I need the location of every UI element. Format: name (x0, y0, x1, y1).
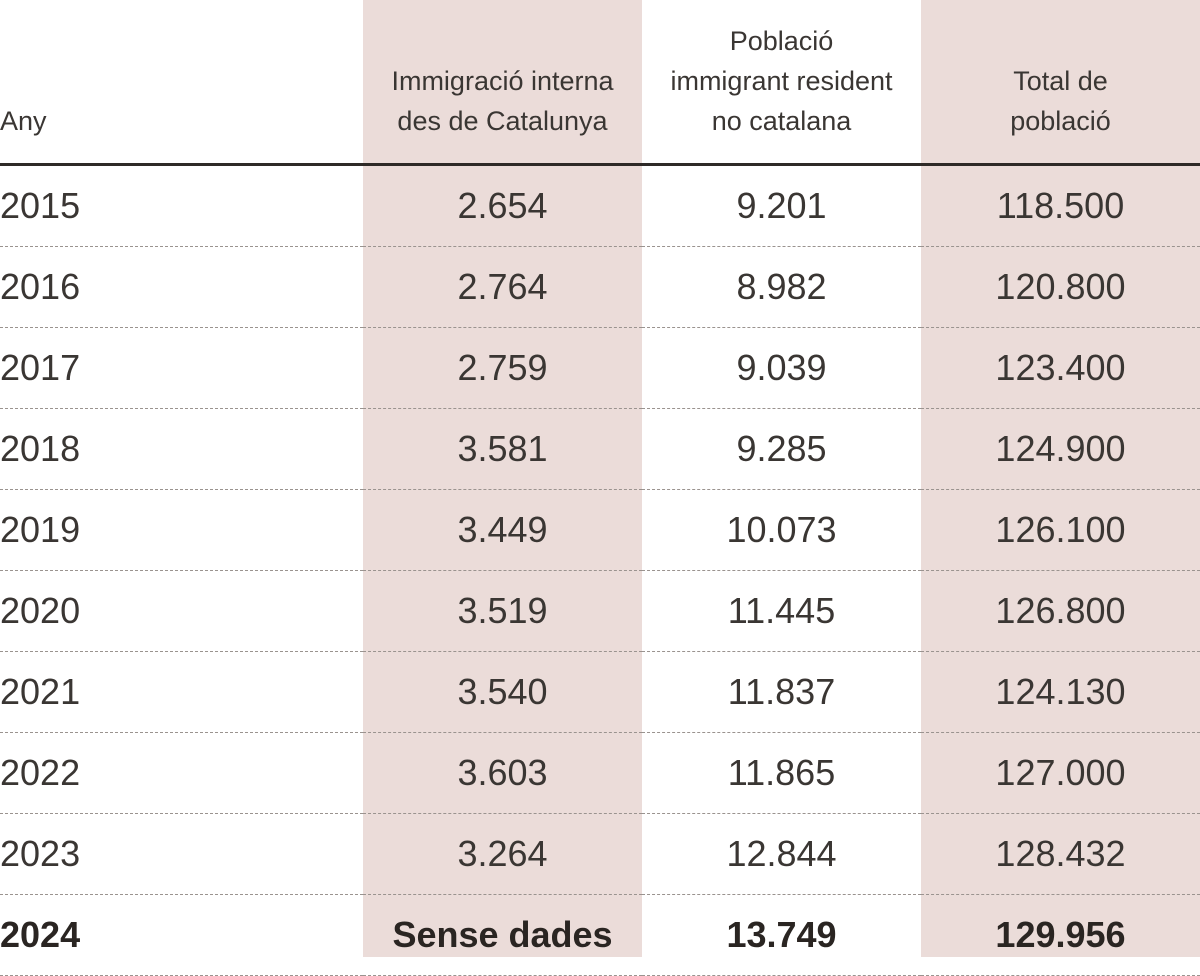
cell-immigrant-population: 11.445 (642, 570, 921, 652)
table-row: 2016 2.764 8.982 120.800 (0, 246, 1200, 328)
header-total-population: Total de població (921, 0, 1200, 166)
header-line: Immigració interna (391, 66, 614, 96)
table-row: 2024 Sense dades 13.749 129.956 (0, 894, 1200, 976)
header-line: Població (729, 26, 834, 56)
header-row: Any Immigració interna des de Catalunya … (0, 0, 1200, 166)
cell-immigrant-population: 13.749 (642, 894, 921, 976)
table-body: 2015 2.654 9.201 118.500 2016 2.764 8.982 120.8… (0, 164, 1200, 976)
cell-immigrant-population: 11.837 (642, 651, 921, 733)
cell-total-population: 127.000 (921, 732, 1200, 814)
table-row: 2017 2.759 9.039 123.400 (0, 327, 1200, 409)
cell-internal-immigration: 2.654 (363, 164, 642, 247)
cell-year: 2015 (0, 164, 363, 247)
cell-total-population: 118.500 (921, 164, 1200, 247)
table-row: 2018 3.581 9.285 124.900 (0, 408, 1200, 490)
cell-internal-immigration: 3.449 (363, 489, 642, 571)
header-line: Any (0, 106, 47, 136)
cell-year: 2022 (0, 732, 363, 814)
cell-total-population: 126.100 (921, 489, 1200, 571)
cell-year: 2018 (0, 408, 363, 490)
cell-total-population: 123.400 (921, 327, 1200, 409)
cell-immigrant-population: 11.865 (642, 732, 921, 814)
cell-immigrant-population: 10.073 (642, 489, 921, 571)
cell-year: 2021 (0, 651, 363, 733)
cell-internal-immigration: 3.519 (363, 570, 642, 652)
cell-internal-immigration: 3.264 (363, 813, 642, 895)
header-line: des de Catalunya (397, 106, 608, 136)
cell-internal-immigration: 2.764 (363, 246, 642, 328)
table-row: 2021 3.540 11.837 124.130 (0, 651, 1200, 733)
table-row: 2019 3.449 10.073 126.100 (0, 489, 1200, 571)
cell-year: 2024 (0, 894, 363, 976)
cell-total-population: 124.130 (921, 651, 1200, 733)
header-internal-immigration: Immigració interna des de Catalunya (363, 0, 642, 166)
cell-year: 2023 (0, 813, 363, 895)
header-line: no catalana (711, 106, 852, 136)
table-row: 2020 3.519 11.445 126.800 (0, 570, 1200, 652)
header-line: població (1010, 106, 1111, 136)
cell-total-population: 129.956 (921, 894, 1200, 976)
cell-immigrant-population: 9.201 (642, 164, 921, 247)
table-row: 2023 3.264 12.844 128.432 (0, 813, 1200, 895)
cell-total-population: 120.800 (921, 246, 1200, 328)
cell-internal-immigration: 3.603 (363, 732, 642, 814)
header-year: Any (0, 0, 363, 166)
cell-immigrant-population: 8.982 (642, 246, 921, 328)
table-row: 2022 3.603 11.865 127.000 (0, 732, 1200, 814)
table-row: 2015 2.654 9.201 118.500 (0, 164, 1200, 247)
cell-year: 2020 (0, 570, 363, 652)
cell-internal-immigration: Sense dades (363, 894, 642, 976)
cell-internal-immigration: 3.540 (363, 651, 642, 733)
header-line: Total de (1013, 66, 1108, 96)
cell-year: 2019 (0, 489, 363, 571)
cell-immigrant-population: 9.039 (642, 327, 921, 409)
cell-internal-immigration: 3.581 (363, 408, 642, 490)
cell-year: 2016 (0, 246, 363, 328)
cell-immigrant-population: 9.285 (642, 408, 921, 490)
cell-total-population: 128.432 (921, 813, 1200, 895)
cell-total-population: 124.900 (921, 408, 1200, 490)
cell-year: 2017 (0, 327, 363, 409)
header-line: immigrant resident (670, 66, 893, 96)
cell-immigrant-population: 12.844 (642, 813, 921, 895)
header-immigrant-population: Població immigrant resident no catalana (642, 0, 921, 166)
cell-internal-immigration: 2.759 (363, 327, 642, 409)
cell-total-population: 126.800 (921, 570, 1200, 652)
